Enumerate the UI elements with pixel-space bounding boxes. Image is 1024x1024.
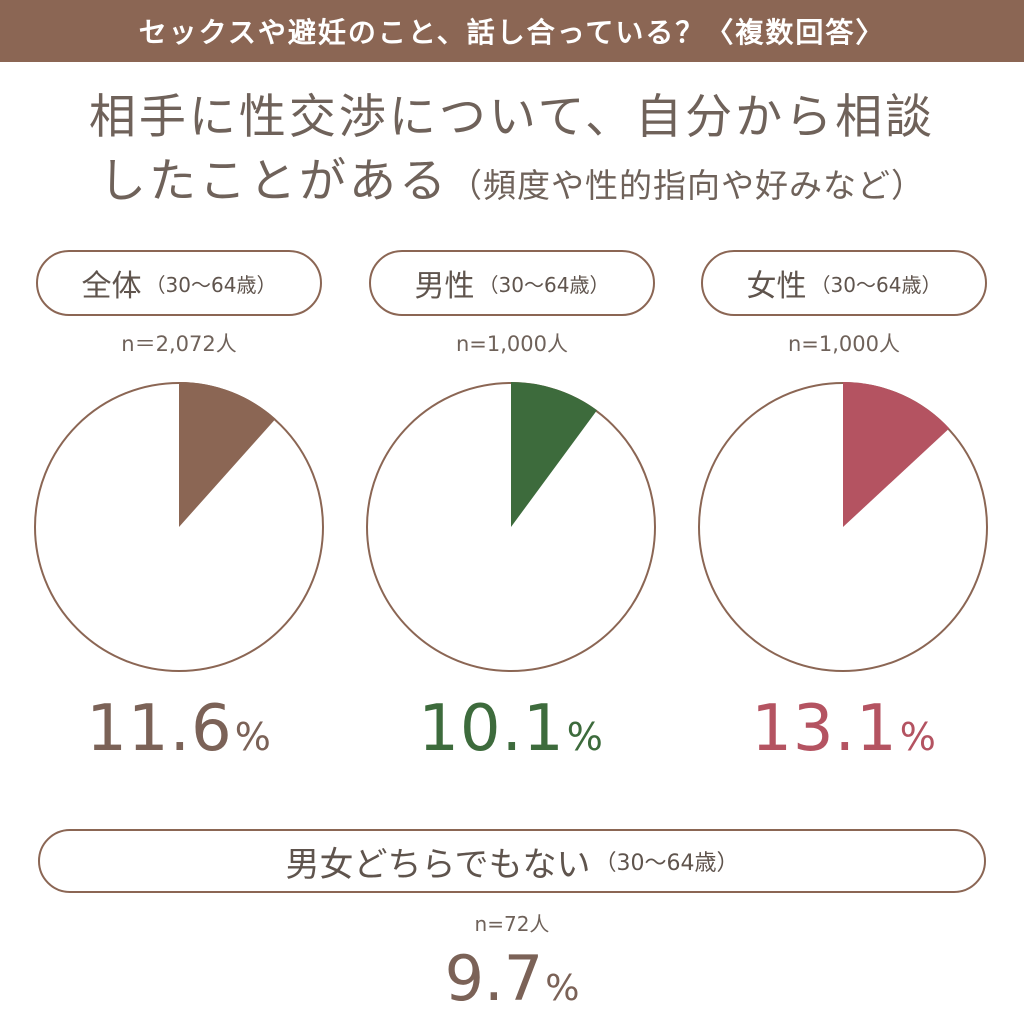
percent-female: 13.1%: [684, 692, 1004, 766]
group-label: 男性: [414, 269, 475, 304]
sample-size-label-other: n=72人: [474, 912, 550, 936]
percent-value: 9.7: [444, 942, 544, 1015]
percent-overall: 11.6%: [19, 692, 339, 766]
pie-slice-overall: [179, 382, 276, 527]
percent-unit: %: [566, 715, 604, 759]
percent-other: 9.7%: [0, 942, 1024, 1015]
percent-value: 13.1: [751, 692, 898, 766]
percent-unit: %: [545, 968, 580, 1009]
percent-unit: %: [899, 715, 937, 759]
group-overall: 全体 （30〜64歳） n＝2,072人: [29, 250, 329, 358]
sample-size-label: n＝2,072人: [121, 332, 237, 356]
group-female: 女性 （30〜64歳） n=1,000人: [694, 250, 994, 358]
group-label: 全体: [81, 269, 142, 304]
pie-slice-male: [511, 382, 597, 527]
group-label: 男女どちらでもない: [285, 844, 591, 885]
group-other-pill: 男女どちらでもない （30〜64歳）: [38, 829, 986, 893]
percent-male: 10.1%: [351, 692, 671, 766]
group-male: 男性 （30〜64歳） n=1,000人: [362, 250, 662, 358]
question-line-1: 相手に性交渉について、自分から相談: [88, 90, 936, 145]
group-age: （30〜64歳）: [594, 851, 739, 876]
percent-value: 11.6: [86, 692, 233, 766]
pie-female: [698, 382, 988, 672]
percent-value: 10.1: [418, 692, 565, 766]
group-label-pill: 男性 （30〜64歳）: [369, 250, 655, 316]
sample-size-label: n=1,000人: [787, 332, 901, 356]
question-line-2-main: したことがある: [99, 154, 449, 209]
group-age: （30〜64歳）: [478, 272, 610, 297]
header-title: セックスや避妊のこと、話し合っている？〈複数回答〉: [138, 16, 886, 49]
group-age: （30〜64歳）: [145, 272, 277, 297]
pie-slice-female: [843, 382, 950, 527]
percent-unit: %: [234, 715, 272, 759]
question-note: （頻度や性的指向や好みなど）: [449, 166, 925, 205]
group-label: 女性: [746, 269, 807, 304]
group-age: （30〜64歳）: [810, 272, 942, 297]
group-label-pill: 全体 （30〜64歳）: [36, 250, 322, 316]
pie-overall: [34, 382, 324, 672]
question-line-2: したことがある（頻度や性的指向や好みなど）: [0, 150, 1024, 218]
group-label-pill: 女性 （30〜64歳）: [701, 250, 987, 316]
chart-header: セックスや避妊のこと、話し合っている？〈複数回答〉: [0, 0, 1024, 62]
question-title: 相手に性交渉について、自分から相談 したことがある（頻度や性的指向や好みなど）: [0, 86, 1024, 218]
sample-size-label: n=1,000人: [455, 332, 569, 356]
pie-male: [366, 382, 656, 672]
